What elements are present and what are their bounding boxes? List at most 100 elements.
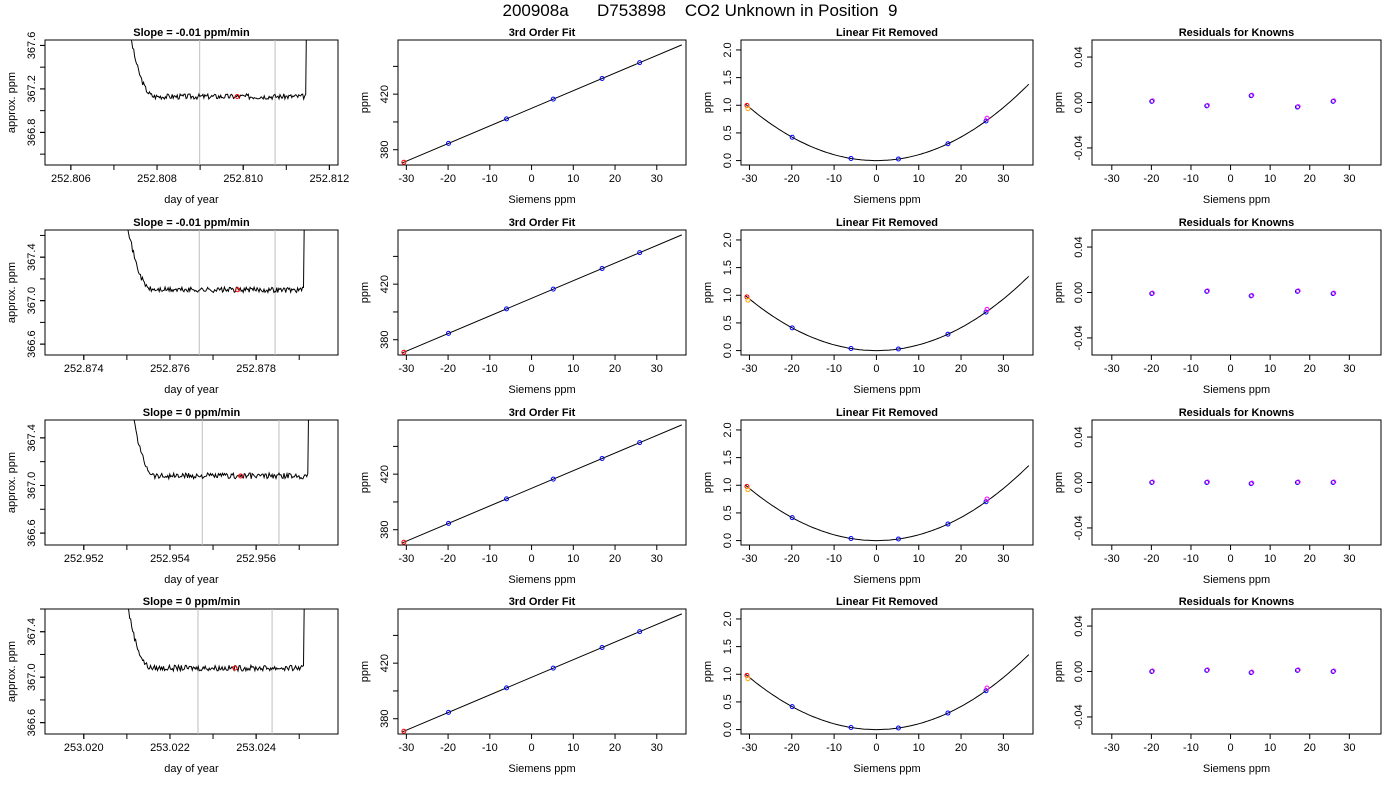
curve-point-alt xyxy=(745,487,751,493)
plot-frame xyxy=(397,419,687,546)
y-tick-label: 0.00 xyxy=(1073,661,1085,682)
panel-r0-c2: Linear Fit Removed Siemens ppm ppm -30 -20 -1… xyxy=(702,27,1034,206)
y-axis-label: approx. ppm xyxy=(6,641,18,702)
y-axis-label: ppm xyxy=(1053,92,1065,113)
fit-point xyxy=(446,520,452,526)
y-tick-label: 0.04 xyxy=(1073,615,1085,636)
x-tick-label: 0 xyxy=(529,363,535,375)
x-tick-label: 252.806 xyxy=(51,173,91,185)
y-tick-label: 367.4 xyxy=(26,618,38,646)
plot-frame xyxy=(740,419,1034,546)
y-tick-label: 1.0 xyxy=(722,98,734,113)
residual-point-alt xyxy=(1295,667,1301,673)
y-axis-label: ppm xyxy=(1053,661,1065,682)
x-tick-label: 10 xyxy=(1264,173,1276,185)
panel-r0-c0: Slope = -0.01 ppm/min day of year approx. … xyxy=(6,27,349,206)
x-tick-label: 253.020 xyxy=(64,742,104,754)
residual-point-alt xyxy=(1331,98,1337,104)
residual-point-alt xyxy=(1150,479,1155,485)
curve-point xyxy=(983,309,989,315)
fit-point xyxy=(504,685,510,691)
y-axis-label: ppm xyxy=(359,661,371,682)
x-tick-label: -10 xyxy=(482,173,498,185)
y-tick-label: 366.6 xyxy=(26,709,38,737)
y-tick-label: 1.0 xyxy=(722,478,734,493)
y-axis-label: ppm xyxy=(702,282,714,303)
x-tick-label: 0 xyxy=(1227,363,1233,375)
y-tick-label: -0.04 xyxy=(1073,135,1085,160)
y-tick-label: 2.0 xyxy=(722,232,734,247)
x-tick-label: -20 xyxy=(1143,363,1159,375)
x-tick-label: -30 xyxy=(1104,742,1120,754)
y-tick-label: 0.00 xyxy=(1073,472,1085,493)
fit-point xyxy=(550,286,556,292)
panel-title: Residuals for Knowns xyxy=(1179,217,1295,229)
curve-point xyxy=(945,710,951,716)
x-tick-label: 252.954 xyxy=(150,553,190,565)
panel-title: Residuals for Knowns xyxy=(1179,27,1295,39)
plot-frame xyxy=(740,608,1034,735)
x-tick-label: -20 xyxy=(784,742,800,754)
x-tick-label: 10 xyxy=(567,363,579,375)
residual-point-alt xyxy=(1249,480,1255,486)
curve-point xyxy=(789,134,795,140)
residual-point xyxy=(1330,669,1336,674)
fit-point xyxy=(446,330,452,336)
x-axis-label: Siemens ppm xyxy=(853,574,920,586)
panel-title: Linear Fit Removed xyxy=(836,407,938,419)
fit-point xyxy=(550,476,556,482)
x-tick-label: 20 xyxy=(609,553,621,565)
residual-point-alt xyxy=(1150,98,1155,104)
x-tick-label: 0 xyxy=(873,363,879,375)
fit-point xyxy=(504,496,510,502)
plot-area xyxy=(744,275,1030,352)
plot-frame xyxy=(397,39,687,166)
x-tick-label: 252.878 xyxy=(236,363,276,375)
curve-point xyxy=(895,156,901,162)
y-axis-label: approx. ppm xyxy=(6,72,18,133)
residual-point xyxy=(1204,480,1210,485)
residual-point xyxy=(1330,98,1336,104)
x-tick-label: -20 xyxy=(440,363,456,375)
y-tick-label: 1.5 xyxy=(722,70,734,85)
y-tick-label: 0.0 xyxy=(722,153,734,168)
x-tick-label: 20 xyxy=(1304,363,1316,375)
residual-point xyxy=(1248,293,1254,299)
x-axis-label: Siemens ppm xyxy=(853,194,920,206)
residual-curve xyxy=(744,465,1030,542)
x-tick-label: -20 xyxy=(1143,173,1159,185)
x-tick-label: 253.024 xyxy=(236,742,276,754)
y-tick-label: 367.0 xyxy=(26,663,38,691)
fit-point xyxy=(550,665,556,671)
x-tick-label: 0 xyxy=(873,742,879,754)
x-tick-label: 0 xyxy=(873,173,879,185)
fit-line xyxy=(401,44,683,164)
reference-point xyxy=(234,94,240,100)
x-tick-label: 0 xyxy=(873,553,879,565)
x-tick-label: -10 xyxy=(1183,553,1199,565)
residual-point xyxy=(1294,104,1300,110)
y-axis-label: ppm xyxy=(359,472,371,493)
residual-point xyxy=(1204,103,1210,109)
plot-frame xyxy=(44,39,339,166)
curve-point xyxy=(848,155,854,161)
x-tick-label: 30 xyxy=(1343,363,1355,375)
residual-point xyxy=(1248,670,1254,676)
fit-point xyxy=(401,728,407,734)
x-tick-label: 10 xyxy=(567,553,579,565)
x-tick-label: -30 xyxy=(742,173,758,185)
x-axis-label: Siemens ppm xyxy=(1203,194,1270,206)
trace-line xyxy=(133,420,309,481)
y-tick-label: 1.5 xyxy=(722,450,734,465)
plot-frame xyxy=(740,229,1034,356)
x-tick-label: 10 xyxy=(913,173,925,185)
y-tick-label: 367.0 xyxy=(26,287,38,315)
x-tick-label: 10 xyxy=(1264,363,1276,375)
residual-point-alt xyxy=(1331,479,1337,485)
curve-point xyxy=(895,346,901,352)
plot-area xyxy=(1149,479,1337,487)
plot-frame xyxy=(44,608,339,735)
x-tick-label: 10 xyxy=(913,553,925,565)
x-tick-label: 30 xyxy=(997,553,1009,565)
x-axis-label: Siemens ppm xyxy=(508,763,575,775)
